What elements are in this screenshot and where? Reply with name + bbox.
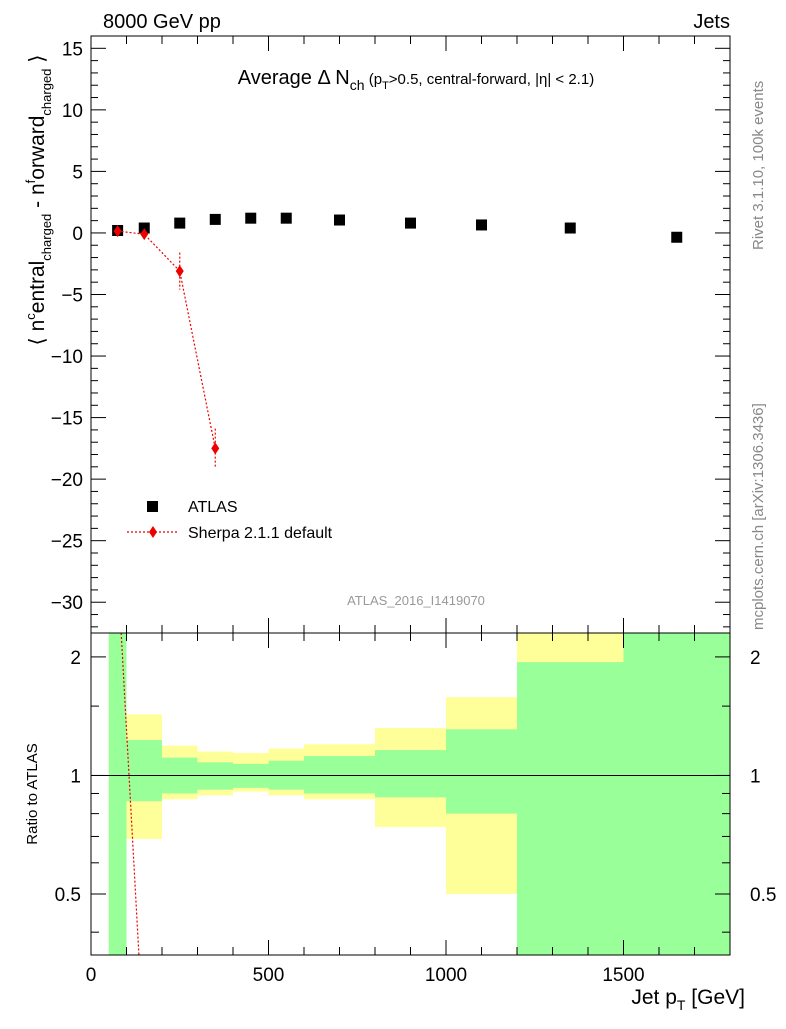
- ratio-sherpa-line: [120, 633, 140, 955]
- stat-band: [304, 756, 375, 794]
- y-tick-label: −10: [51, 347, 83, 368]
- legend-label-sherpa: Sherpa 2.1.1 default: [188, 525, 333, 542]
- sherpa-point: [175, 265, 184, 278]
- atlas-point: [209, 213, 221, 225]
- x-axis-label: Jet pT [GeV]: [631, 986, 745, 1013]
- x-tick-label: 0: [86, 965, 97, 986]
- ratio-y-tick-label-right: 1: [750, 766, 761, 787]
- ratio-y-tick-label-right: 0.5: [750, 885, 776, 906]
- y-tick-label: 0: [72, 224, 83, 245]
- y-tick-label: −20: [51, 470, 83, 491]
- stat-band: [517, 662, 624, 955]
- legend-marker-atlas: [147, 501, 158, 512]
- atlas-point: [405, 217, 416, 229]
- legend: ATLAS Sherpa 2.1.1 default: [127, 499, 333, 542]
- y-tick-label: −30: [51, 593, 83, 614]
- sherpa-line: [117, 230, 216, 449]
- sherpa-point: [113, 225, 122, 238]
- stat-band: [446, 729, 517, 814]
- atlas-point: [174, 217, 186, 229]
- sherpa-point: [211, 442, 220, 455]
- analysis-watermark: ATLAS_2016_I1419070: [347, 593, 485, 608]
- legend-label-atlas: ATLAS: [188, 499, 238, 516]
- header-left: 8000 GeV pp: [103, 11, 221, 33]
- ratio-y-tick-label: 2: [70, 648, 81, 669]
- stat-band: [108, 633, 127, 955]
- atlas-point: [671, 231, 683, 243]
- sherpa-series: [113, 225, 220, 469]
- x-tick-label: 500: [253, 965, 285, 986]
- top-y-axis-label: ⟨ ncentralcharged - nforwardcharged ⟩: [23, 55, 54, 346]
- y-tick-label: −25: [51, 532, 83, 553]
- mcplots-label: mcplots.cern.ch [arXiv:1306.3436]: [750, 403, 767, 630]
- x-tick-label: 1500: [602, 965, 644, 986]
- x-tick-label: 1000: [425, 965, 467, 986]
- ratio-y-axis-label: Ratio to ATLAS: [24, 743, 41, 844]
- sherpa-point: [140, 228, 149, 241]
- y-tick-label: 5: [72, 162, 83, 183]
- main-panel-frame: [90, 35, 731, 634]
- header-right: Jets: [693, 11, 730, 33]
- main-panel: 15 10 5 0 −5 −10 −15 −20 −25 −30 Average Δ Nch (p…: [51, 35, 731, 634]
- ratio-y-tick-label-right: 2: [750, 648, 761, 669]
- y-tick-label: 15: [62, 39, 83, 60]
- ratio-y-tick-label: 1: [70, 766, 81, 787]
- top-x-ticks: [90, 36, 731, 633]
- atlas-point: [138, 222, 150, 234]
- atlas-points: [112, 212, 683, 243]
- y-tick-label: 10: [62, 101, 83, 122]
- ratio-y-tick-label: 0.5: [55, 885, 81, 906]
- y-tick-label: −15: [51, 409, 83, 430]
- stat-band: [375, 750, 446, 798]
- stat-band: [197, 762, 233, 790]
- atlas-point: [476, 219, 487, 231]
- rivet-label: Rivet 3.1.10, 100k events: [750, 81, 767, 250]
- ratio-y-ticks: 2 2 1 1 0.5 0.5: [55, 648, 776, 933]
- ratio-panel-frame: [90, 632, 731, 956]
- y-tick-label: −5: [61, 285, 83, 306]
- atlas-point: [280, 212, 292, 224]
- top-y-ticks: 15 10 5 0 −5 −10 −15 −20 −25 −30: [51, 35, 730, 628]
- stat-band: [623, 633, 730, 955]
- atlas-point: [334, 214, 345, 226]
- plot-title: Average Δ Nch (pT>0.5, central-forward, …: [238, 67, 594, 93]
- atlas-point: [245, 212, 257, 224]
- stat-band: [126, 740, 162, 802]
- legend-marker-sherpa: [149, 526, 157, 538]
- atlas-point: [564, 222, 576, 234]
- ratio-panel: 2 2 1 1 0.5 0.5 0 500 1000 1500 Ratio to ATLAS J…: [24, 632, 776, 1013]
- stat-uncertainty-bands: [108, 633, 730, 955]
- ratio-x-ticks: 0 500 1000 1500: [86, 633, 731, 986]
